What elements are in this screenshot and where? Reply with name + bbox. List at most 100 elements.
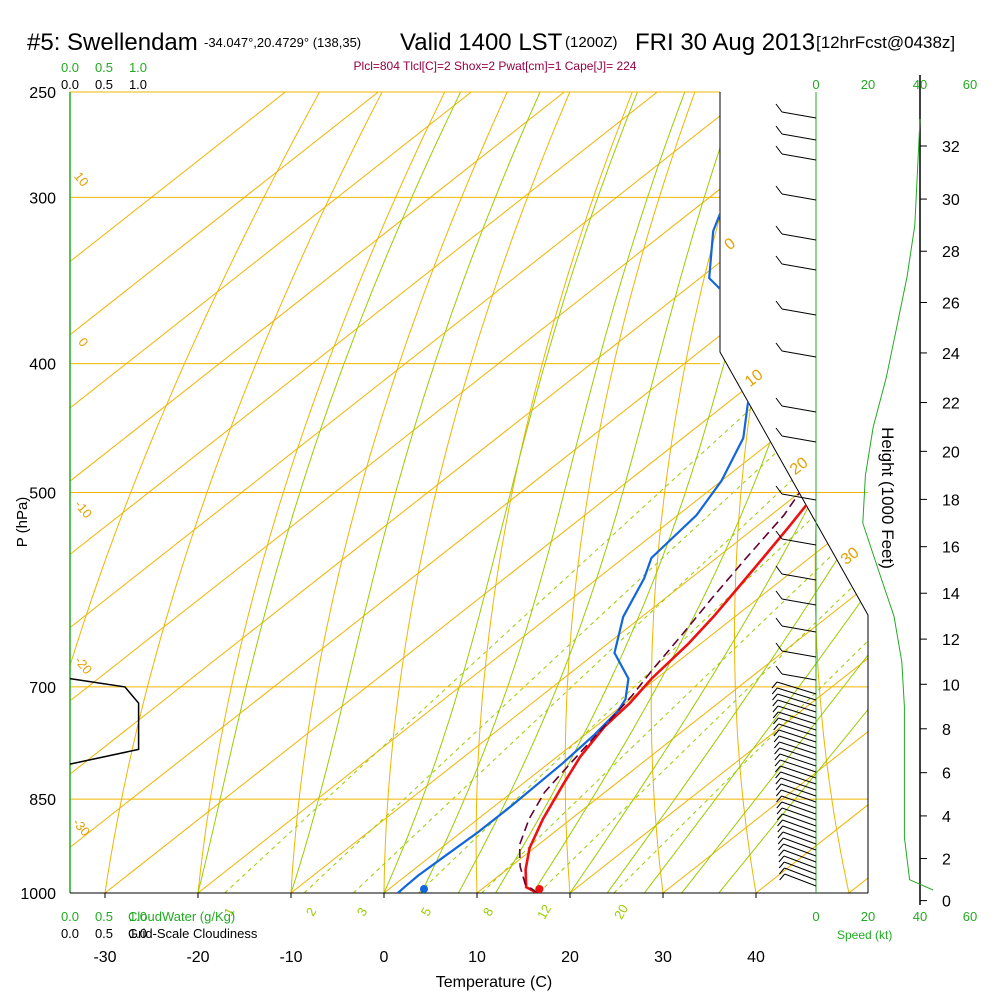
height-axis-label: Height (1000 Feet) — [878, 427, 897, 569]
wind-barb — [780, 783, 817, 797]
wind-barb — [781, 263, 817, 271]
wind-barb-flag — [778, 849, 785, 857]
wind-barb-flag — [775, 771, 781, 779]
wind-barb — [781, 153, 817, 161]
wind-barb-flag — [775, 783, 782, 791]
wind-barb-flag — [778, 843, 784, 851]
pressure-tick-label: 300 — [29, 190, 56, 207]
wind-barb-flag — [775, 255, 783, 265]
pressure-tick-label: 1000 — [20, 886, 56, 903]
moist-adiabat-line — [718, 92, 868, 893]
wind-barb-flag — [775, 777, 782, 785]
wind-barb — [782, 813, 817, 827]
wind-barb-flag — [771, 687, 778, 695]
wind-barb — [781, 493, 817, 501]
wind-barb — [781, 795, 817, 809]
speed-tick-top: 60 — [963, 77, 977, 92]
wind-barb-flag — [775, 103, 783, 113]
isotherm-line — [70, 92, 379, 893]
wind-barb — [781, 673, 817, 681]
wind-barb — [781, 435, 817, 443]
valid-date: FRI 30 Aug 2013 — [635, 29, 815, 56]
height-tick-label: 0 — [942, 894, 951, 911]
wind-barb — [781, 625, 817, 633]
wind-barb-flag — [775, 617, 783, 627]
speed-tick-bottom: 20 — [861, 909, 875, 924]
wind-barb — [781, 350, 817, 358]
parcel-line — [518, 492, 801, 893]
height-tick-label: 28 — [942, 244, 960, 261]
cloudiness-line — [69, 677, 140, 765]
isotherm-line — [476, 92, 868, 893]
sounding-indices: Plcl=804 Tlcl[C]=2 Shox=2 Pwat[cm]=1 Cap… — [354, 59, 637, 73]
wind-barb — [777, 705, 817, 719]
wind-barb-flag — [775, 590, 783, 600]
moist-adiabat-line — [606, 92, 868, 893]
speed-tick-bottom: 40 — [913, 909, 927, 924]
forecast-label: [12hrFcst@0438z] — [816, 33, 955, 52]
speed-tick-bottom: 0 — [812, 909, 819, 924]
wind-barb-flag — [773, 717, 779, 725]
wind-barbs — [771, 103, 817, 887]
wind-barb — [784, 867, 817, 881]
isotherm-label: 10 — [742, 366, 767, 390]
wind-barb-flag — [777, 837, 784, 845]
mixing-ratio-label: 3 — [354, 905, 371, 919]
wind-barb — [777, 699, 817, 713]
cloudiness-tick-top: 0.0 — [61, 77, 79, 92]
moist-adiabat-line — [681, 92, 868, 893]
height-tick-label: 8 — [942, 722, 951, 739]
wind-barb-flag — [779, 873, 786, 881]
isotherm-line — [662, 92, 868, 893]
dry-adiabat-line — [969, 92, 1000, 893]
dry-adiabat-label: 10 — [71, 169, 92, 190]
wind-barb-flag — [776, 795, 782, 803]
wind-barb — [783, 849, 817, 863]
wind-barb-flag — [775, 145, 783, 155]
height-tick-label: 10 — [942, 677, 960, 694]
mixing-ratio-label: 5 — [418, 905, 435, 919]
height-tick-label: 14 — [942, 586, 960, 603]
mixing-ratio-label: 12 — [534, 902, 554, 922]
cloudiness-label: Grid-Scale Cloudiness — [128, 926, 258, 941]
wind-barb-flag — [776, 807, 783, 815]
isotherm-label: 30 — [838, 544, 863, 568]
wind-barb — [782, 831, 817, 845]
dry-adiabat-label: -10 — [72, 497, 96, 521]
wind-barb-flag — [775, 125, 783, 135]
dry-adiabat-line — [564, 92, 696, 893]
wind-barb — [777, 693, 817, 707]
cloudiness-tick-top: 0.5 — [95, 77, 113, 92]
chart-labels: -30 -20 -10 0 10 20 30 400246810121416182022242… — [61, 60, 977, 966]
mixing-ratio-label: 8 — [480, 905, 497, 919]
mixing-ratio-line — [353, 363, 868, 893]
wind-speed-line — [862, 119, 934, 891]
moist-adiabat-lines — [197, 92, 868, 893]
wind-barb — [782, 819, 817, 833]
dry-adiabat-label: -30 — [70, 815, 94, 839]
dry-adiabat-line — [290, 92, 508, 893]
x-tick-label: -30 — [93, 949, 116, 966]
wind-barb-flag — [774, 765, 781, 773]
wind-speed-profile — [862, 119, 934, 891]
height-tick-label: 16 — [942, 540, 960, 557]
x-tick-label: -20 — [186, 949, 209, 966]
isotherm-line — [70, 92, 565, 893]
wind-barb-flag — [775, 485, 783, 495]
height-tick-label: 20 — [942, 444, 960, 461]
dewpoint-line — [397, 125, 765, 893]
wind-barb — [779, 759, 817, 773]
valid-time: Valid 1400 LST — [400, 29, 563, 56]
wind-barb — [781, 573, 817, 581]
wind-barb — [779, 735, 817, 749]
temperature-line — [524, 125, 868, 893]
wind-barb-flag — [775, 397, 783, 407]
speed-tick-top: 20 — [861, 77, 875, 92]
pressure-tick-label: 500 — [29, 486, 56, 503]
wind-barb-flag — [775, 565, 783, 575]
moist-adiabat-line — [644, 92, 868, 893]
x-tick-label: 20 — [561, 949, 579, 966]
wind-barb — [781, 807, 817, 821]
wind-barb-flag — [775, 530, 783, 540]
